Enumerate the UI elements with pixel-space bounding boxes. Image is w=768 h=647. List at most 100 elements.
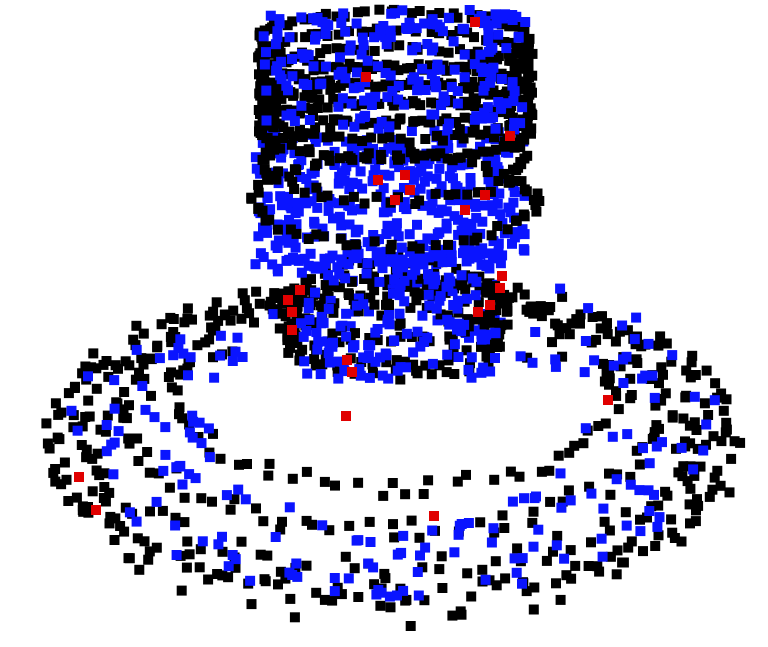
point bbox=[194, 562, 205, 573]
highlighted-point bbox=[473, 307, 483, 317]
point bbox=[394, 308, 405, 319]
point bbox=[399, 275, 410, 286]
point bbox=[352, 7, 363, 18]
point bbox=[229, 494, 240, 505]
point bbox=[181, 562, 192, 573]
point bbox=[348, 191, 359, 202]
point bbox=[246, 192, 257, 203]
point bbox=[294, 146, 305, 157]
point bbox=[519, 153, 530, 164]
point bbox=[63, 388, 74, 399]
point bbox=[334, 131, 345, 142]
point bbox=[461, 345, 472, 356]
point bbox=[317, 359, 328, 370]
point bbox=[547, 337, 557, 348]
point bbox=[369, 236, 380, 247]
point bbox=[621, 351, 632, 362]
point bbox=[72, 425, 83, 436]
point bbox=[324, 340, 335, 351]
point bbox=[333, 198, 344, 209]
point bbox=[334, 153, 345, 164]
point bbox=[364, 333, 375, 343]
point bbox=[468, 93, 479, 104]
point bbox=[166, 367, 176, 378]
highlighted-point bbox=[460, 205, 470, 215]
point bbox=[108, 469, 119, 480]
point bbox=[393, 94, 404, 105]
point bbox=[351, 535, 362, 546]
point bbox=[239, 295, 250, 306]
point bbox=[599, 516, 610, 527]
point bbox=[285, 224, 296, 235]
point bbox=[503, 147, 514, 158]
point bbox=[550, 318, 561, 329]
point bbox=[599, 376, 610, 387]
point bbox=[184, 549, 195, 560]
point bbox=[448, 173, 458, 184]
point bbox=[331, 43, 342, 54]
point bbox=[373, 123, 384, 134]
point bbox=[405, 621, 416, 631]
point bbox=[729, 436, 740, 447]
point bbox=[466, 246, 477, 257]
point bbox=[143, 554, 154, 565]
point bbox=[430, 81, 441, 92]
point bbox=[446, 162, 457, 173]
point bbox=[481, 58, 492, 69]
point bbox=[397, 5, 408, 16]
point bbox=[503, 177, 514, 188]
point bbox=[459, 49, 470, 60]
point bbox=[368, 230, 379, 240]
point bbox=[184, 469, 195, 480]
point bbox=[666, 356, 677, 367]
point bbox=[287, 71, 298, 82]
point bbox=[331, 61, 342, 72]
point bbox=[384, 121, 395, 132]
highlighted-point bbox=[283, 295, 293, 305]
point bbox=[287, 473, 298, 484]
point bbox=[328, 114, 339, 125]
point bbox=[171, 550, 182, 560]
point bbox=[362, 55, 373, 66]
point bbox=[334, 211, 345, 222]
point bbox=[653, 530, 664, 541]
point bbox=[316, 78, 327, 89]
point bbox=[353, 293, 364, 304]
point bbox=[488, 85, 499, 96]
point bbox=[209, 372, 220, 383]
point bbox=[427, 525, 438, 536]
point bbox=[378, 207, 389, 218]
point bbox=[434, 360, 445, 371]
point bbox=[512, 58, 523, 69]
point bbox=[464, 49, 475, 60]
point bbox=[353, 306, 364, 317]
point bbox=[306, 196, 317, 207]
point bbox=[303, 260, 314, 271]
point bbox=[329, 573, 340, 583]
point bbox=[496, 102, 507, 113]
point bbox=[369, 579, 380, 590]
point bbox=[261, 224, 272, 234]
point bbox=[91, 363, 102, 374]
point bbox=[461, 293, 472, 304]
point bbox=[488, 62, 499, 73]
point bbox=[272, 32, 283, 43]
point bbox=[345, 40, 356, 51]
point bbox=[491, 35, 502, 46]
point bbox=[309, 167, 320, 178]
point bbox=[309, 261, 320, 272]
point bbox=[317, 223, 328, 234]
point bbox=[483, 146, 494, 157]
point bbox=[334, 282, 345, 293]
point bbox=[453, 214, 463, 225]
point bbox=[591, 334, 602, 345]
point bbox=[81, 452, 92, 463]
point bbox=[371, 250, 382, 261]
point bbox=[203, 574, 214, 585]
point bbox=[497, 510, 508, 521]
point bbox=[377, 133, 388, 144]
point bbox=[678, 413, 689, 424]
point bbox=[272, 26, 283, 37]
point bbox=[336, 18, 347, 28]
